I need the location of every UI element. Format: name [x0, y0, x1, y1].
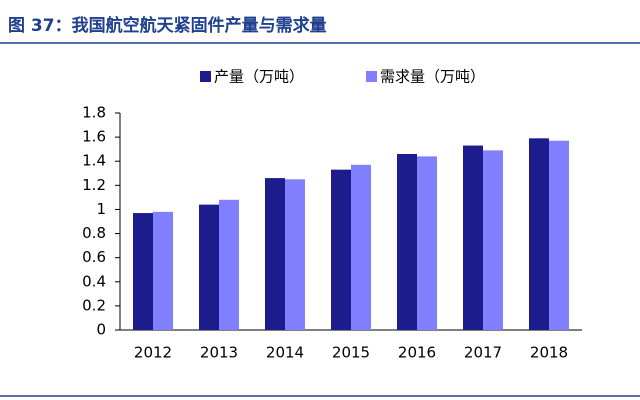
bar	[351, 164, 371, 330]
y-tick-label: 1.8	[82, 104, 106, 122]
y-tick-label: 0.4	[82, 272, 106, 290]
y-tick-label: 1	[96, 200, 106, 218]
x-tick-label: 2013	[200, 344, 238, 362]
bar	[529, 138, 549, 330]
y-tick-label: 0.6	[82, 248, 106, 266]
y-tick-label: 0.2	[82, 296, 106, 314]
bar	[331, 169, 351, 330]
bar	[397, 153, 417, 330]
legend-swatch	[200, 71, 211, 82]
y-tick-label: 0.8	[82, 224, 106, 242]
x-tick-label: 2017	[464, 344, 502, 362]
y-tick-label: 1.2	[82, 176, 106, 194]
x-tick-label: 2018	[530, 344, 568, 362]
bar	[549, 140, 569, 330]
bar	[463, 145, 483, 330]
bar	[219, 199, 239, 330]
x-tick-label: 2015	[332, 344, 370, 362]
y-tick-label: 1.4	[82, 152, 106, 170]
y-tick-label: 0	[96, 321, 106, 339]
bar	[483, 150, 503, 330]
bar	[285, 179, 305, 330]
bar	[265, 178, 285, 330]
legend-swatch	[366, 71, 377, 82]
bar	[199, 204, 219, 330]
chart-title: 图 37：我国航空航天紧固件产量与需求量	[8, 15, 327, 36]
x-tick-label: 2016	[398, 344, 436, 362]
legend-label: 需求量（万吨）	[380, 68, 485, 86]
x-tick-label: 2014	[266, 344, 304, 362]
legend-label: 产量（万吨）	[214, 68, 304, 86]
y-tick-label: 1.6	[82, 128, 106, 146]
bar	[153, 211, 173, 330]
bar	[417, 156, 437, 330]
x-tick-label: 2012	[134, 344, 172, 362]
bar	[133, 213, 153, 330]
